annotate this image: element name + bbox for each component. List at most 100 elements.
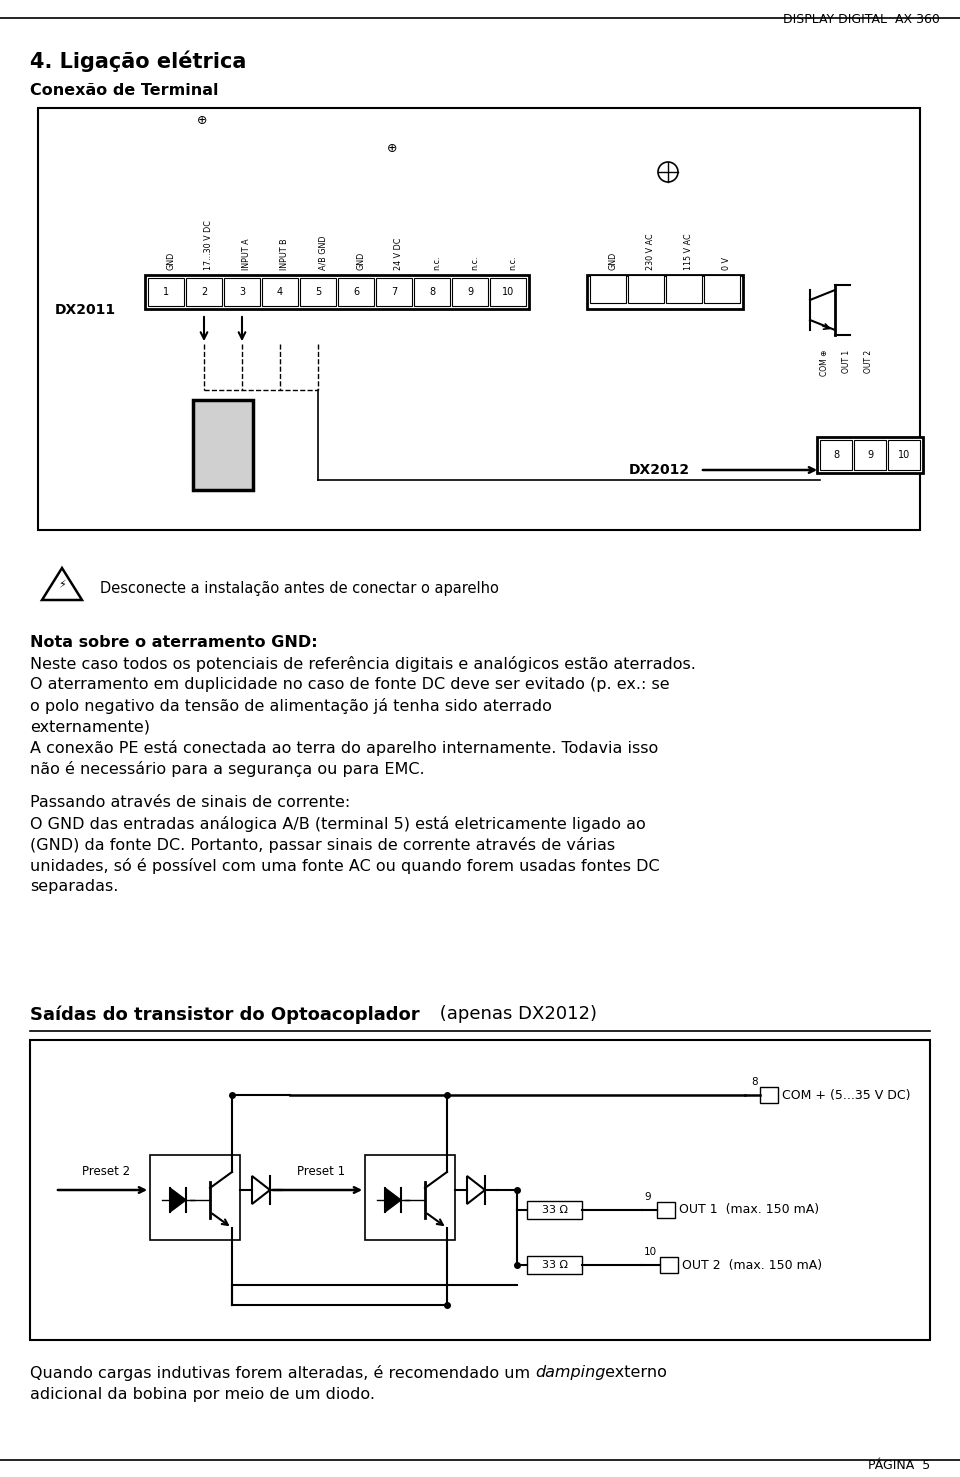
Text: 24 V DC: 24 V DC bbox=[394, 238, 403, 270]
Polygon shape bbox=[385, 1188, 401, 1213]
Text: 9: 9 bbox=[867, 450, 873, 459]
Text: 2: 2 bbox=[201, 287, 207, 297]
Bar bbox=[338, 278, 374, 306]
Text: n.c.: n.c. bbox=[432, 256, 441, 270]
Text: 33 Ω: 33 Ω bbox=[541, 1205, 567, 1216]
Bar bbox=[628, 275, 664, 303]
Text: 10: 10 bbox=[644, 1247, 658, 1257]
Text: PÁGINA  5: PÁGINA 5 bbox=[868, 1459, 930, 1473]
Bar bbox=[376, 278, 412, 306]
Text: 7: 7 bbox=[391, 287, 397, 297]
Text: 10: 10 bbox=[502, 287, 515, 297]
Text: A/B GND: A/B GND bbox=[318, 235, 327, 270]
Text: ⊕: ⊕ bbox=[197, 114, 207, 127]
Text: unidades, só é possível com uma fonte AC ou quando forem usadas fontes DC: unidades, só é possível com uma fonte AC… bbox=[30, 858, 660, 874]
Bar bbox=[148, 278, 184, 306]
Text: O GND das entradas análogica A/B (terminal 5) está eletricamente ligado ao: O GND das entradas análogica A/B (termin… bbox=[30, 815, 646, 832]
Text: ⚡: ⚡ bbox=[59, 580, 66, 589]
Text: OUT 1  (max. 150 mA): OUT 1 (max. 150 mA) bbox=[679, 1204, 819, 1217]
Text: 0 V: 0 V bbox=[722, 257, 731, 270]
Text: 4. Ligação elétrica: 4. Ligação elétrica bbox=[30, 50, 247, 71]
Text: 9: 9 bbox=[644, 1192, 651, 1202]
Bar bbox=[38, 108, 920, 530]
Text: Quando cargas indutivas forem alteradas, é recomendado um: Quando cargas indutivas forem alteradas,… bbox=[30, 1365, 536, 1381]
Bar bbox=[145, 275, 529, 309]
Text: 1: 1 bbox=[163, 287, 169, 297]
Bar bbox=[527, 1255, 582, 1275]
Bar bbox=[186, 278, 222, 306]
Text: DISPLAY DIGITAL  AX 360: DISPLAY DIGITAL AX 360 bbox=[783, 13, 940, 27]
Text: COM + (5...35 V DC): COM + (5...35 V DC) bbox=[782, 1089, 910, 1102]
Bar bbox=[414, 278, 450, 306]
Bar bbox=[820, 440, 852, 470]
Text: GND: GND bbox=[166, 251, 175, 270]
Bar bbox=[854, 440, 886, 470]
Bar bbox=[452, 278, 488, 306]
Text: 6: 6 bbox=[353, 287, 359, 297]
Text: Neste caso todos os potenciais de referência digitais e analógicos estão aterrad: Neste caso todos os potenciais de referê… bbox=[30, 656, 696, 672]
Bar bbox=[224, 278, 260, 306]
Bar bbox=[888, 440, 920, 470]
Text: 115 V AC: 115 V AC bbox=[684, 233, 693, 270]
Bar bbox=[760, 1087, 778, 1103]
Text: COM ⊕: COM ⊕ bbox=[820, 350, 829, 377]
Bar bbox=[30, 1040, 930, 1340]
Text: DX2012: DX2012 bbox=[629, 462, 690, 477]
Text: ⊕: ⊕ bbox=[387, 142, 397, 155]
Text: Saídas do transistor do Optoacoplador: Saídas do transistor do Optoacoplador bbox=[30, 1004, 420, 1024]
Bar bbox=[660, 1257, 678, 1273]
Text: Passando através de sinais de corrente:: Passando através de sinais de corrente: bbox=[30, 795, 350, 809]
Text: separadas.: separadas. bbox=[30, 879, 118, 894]
Text: não é necessário para a segurança ou para EMC.: não é necessário para a segurança ou par… bbox=[30, 761, 424, 777]
Text: 3: 3 bbox=[239, 287, 245, 297]
Text: OUT 2  (max. 150 mA): OUT 2 (max. 150 mA) bbox=[682, 1258, 822, 1272]
Text: (apenas DX2012): (apenas DX2012) bbox=[434, 1004, 597, 1024]
Text: GND: GND bbox=[356, 251, 365, 270]
Text: 5: 5 bbox=[315, 287, 322, 297]
Bar bbox=[262, 278, 298, 306]
Text: O aterramento em duplicidade no caso de fonte DC deve ser evitado (p. ex.: se: O aterramento em duplicidade no caso de … bbox=[30, 676, 670, 693]
Text: n.c.: n.c. bbox=[508, 256, 517, 270]
Text: (GND) da fonte DC. Portanto, passar sinais de corrente através de várias: (GND) da fonte DC. Portanto, passar sina… bbox=[30, 837, 615, 854]
Text: 10: 10 bbox=[898, 450, 910, 459]
Text: externo: externo bbox=[600, 1365, 667, 1380]
Text: adicional da bobina por meio de um diodo.: adicional da bobina por meio de um diodo… bbox=[30, 1387, 375, 1402]
Text: 9: 9 bbox=[467, 287, 473, 297]
Text: OUT 2: OUT 2 bbox=[864, 350, 873, 374]
Text: damping: damping bbox=[535, 1365, 606, 1380]
Text: INPUT B: INPUT B bbox=[280, 238, 289, 270]
Text: 17...30 V DC: 17...30 V DC bbox=[204, 220, 213, 270]
Text: 4: 4 bbox=[276, 287, 283, 297]
Bar bbox=[365, 1155, 455, 1241]
Text: 8: 8 bbox=[429, 287, 435, 297]
Bar bbox=[704, 275, 740, 303]
Text: 230 V AC: 230 V AC bbox=[646, 233, 655, 270]
Text: GND: GND bbox=[608, 251, 617, 270]
Bar bbox=[657, 1202, 675, 1219]
Text: o polo negativo da tensão de alimentação já tenha sido aterrado: o polo negativo da tensão de alimentação… bbox=[30, 699, 552, 713]
Bar bbox=[150, 1155, 240, 1241]
Bar bbox=[300, 278, 336, 306]
Bar bbox=[590, 275, 626, 303]
Text: n.c.: n.c. bbox=[470, 256, 479, 270]
Text: 33 Ω: 33 Ω bbox=[541, 1260, 567, 1270]
Text: Preset 2: Preset 2 bbox=[82, 1165, 131, 1179]
Text: Nota sobre o aterramento GND:: Nota sobre o aterramento GND: bbox=[30, 635, 318, 650]
Text: Desconecte a instalação antes de conectar o aparelho: Desconecte a instalação antes de conecta… bbox=[100, 580, 499, 595]
Text: externamente): externamente) bbox=[30, 719, 150, 734]
Text: DX2011: DX2011 bbox=[55, 303, 116, 318]
Bar bbox=[587, 275, 743, 309]
Bar bbox=[490, 278, 526, 306]
Bar bbox=[527, 1201, 582, 1219]
Text: Conexão de Terminal: Conexão de Terminal bbox=[30, 83, 219, 97]
Bar bbox=[193, 400, 253, 490]
Text: INPUT A: INPUT A bbox=[242, 238, 251, 270]
Text: 8: 8 bbox=[833, 450, 839, 459]
Polygon shape bbox=[170, 1188, 186, 1213]
Text: A conexão PE está conectada ao terra do aparelho internamente. Todavia isso: A conexão PE está conectada ao terra do … bbox=[30, 740, 659, 756]
Text: Preset 1: Preset 1 bbox=[297, 1165, 346, 1179]
Bar bbox=[817, 437, 923, 473]
Bar bbox=[666, 275, 702, 303]
Text: OUT 1: OUT 1 bbox=[842, 350, 851, 374]
Text: 8: 8 bbox=[752, 1077, 758, 1087]
